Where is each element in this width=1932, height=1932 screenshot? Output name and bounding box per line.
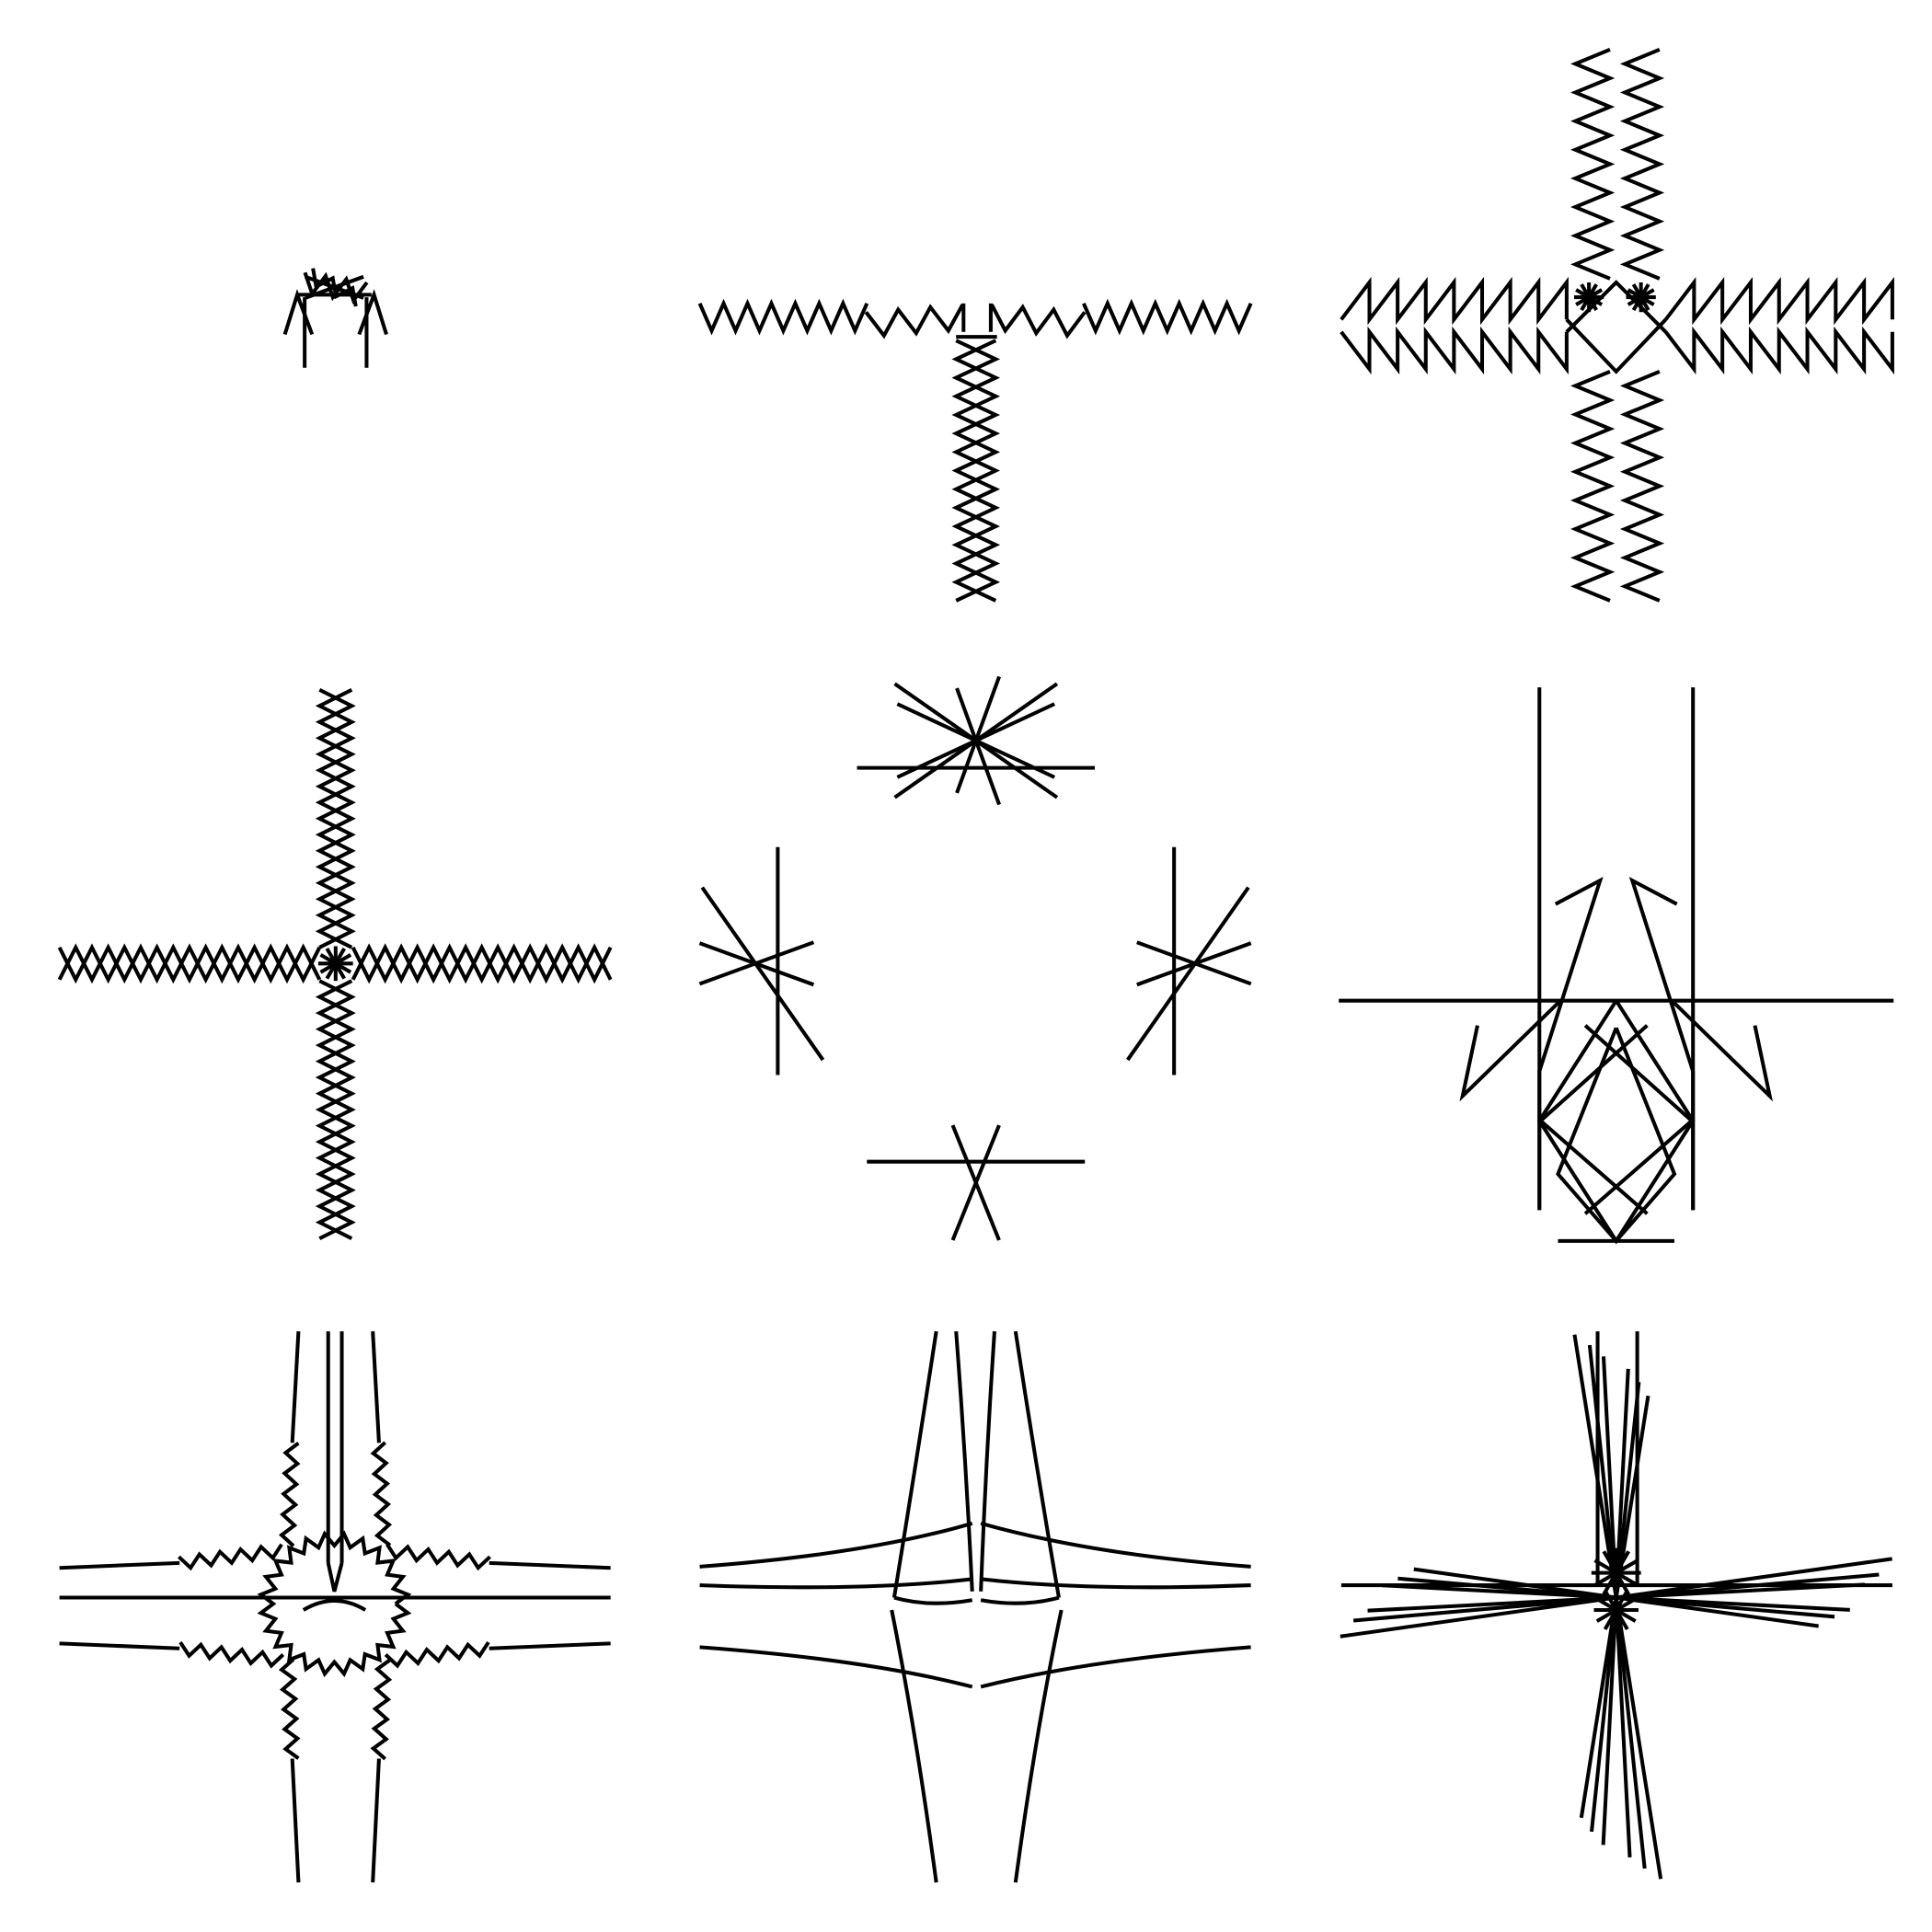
spike [1579,1597,1618,1819]
jagged-ring [257,1530,412,1678]
zigzag [697,298,869,336]
stroke [357,289,388,336]
sawtooth [1663,276,1894,326]
zigzag [178,1640,285,1669]
spike [1397,1576,1616,1600]
stroke [1565,317,1668,374]
curve [891,1330,938,1598]
spike [1616,1595,1819,1628]
star-ray [1575,288,1604,306]
zigzag [990,304,1087,339]
sawtooth [1340,326,1569,375]
stroke [59,1641,180,1650]
star-ray [305,274,364,300]
spike [1614,1368,1630,1598]
curve [1013,1330,1061,1598]
star-ray [950,1124,1001,1241]
stroke [290,1331,301,1443]
curve [699,1645,973,1689]
zigzag [370,1441,393,1547]
stroke [1537,877,1604,1211]
zigzag [864,304,965,339]
zigzag [278,1441,301,1547]
spike [1614,1597,1632,1857]
zigzag [57,943,322,984]
spike [1572,1334,1618,1598]
curve [980,1577,1251,1590]
stroke [1459,999,1562,1102]
star-ray [700,886,825,1062]
stroke [326,1562,344,1593]
sawtooth [1340,276,1569,326]
stroke [371,1331,381,1443]
star-ray [955,687,1001,806]
star-ray [896,702,1056,779]
sawtooth [1663,326,1894,375]
spike [1614,1382,1641,1598]
stroke [489,1641,611,1650]
star-ray [1627,288,1655,306]
star-ray [955,675,1001,794]
stroke [489,1560,611,1570]
spike [1340,1595,1617,1639]
zigzag [57,943,322,984]
stroke [1565,280,1668,334]
spike [1587,1344,1618,1598]
zigzag [315,688,356,949]
curve [954,1330,974,1592]
star-ray [1126,886,1250,1062]
spike [1589,1597,1618,1833]
stroke [1583,1024,1695,1215]
curve [1013,1609,1064,1883]
star-ray [1593,1558,1639,1587]
spike [1601,1356,1618,1598]
stroke [1537,1024,1649,1215]
zigzag [315,979,356,1240]
zigzag [951,339,1001,603]
zigzag [370,1658,393,1761]
stroke [1670,999,1773,1102]
zigzag [951,339,1001,603]
sawtooth [1619,369,1665,603]
curve [979,1330,996,1592]
zigzag [315,979,356,1240]
spike [1614,1597,1663,1880]
curve [980,1521,1251,1569]
curve [699,1577,972,1590]
zigzag [351,943,613,984]
zigzag [384,1640,490,1669]
curve [699,1521,973,1569]
spike [1601,1597,1618,1846]
curve [890,1609,938,1883]
star-ray [1595,1597,1637,1623]
zigzag [178,1543,283,1571]
stroke [290,1758,301,1883]
sawtooth [1570,369,1616,603]
curve [893,1595,973,1605]
zigzag [351,943,613,984]
spike [1616,1557,1892,1600]
curve [980,1645,1251,1689]
spike [1616,1595,1835,1619]
stroke [1628,877,1696,1211]
sawtooth [1619,47,1665,281]
spike [1413,1567,1617,1600]
curve [302,1599,367,1612]
spike [1616,1582,1866,1600]
spike [1367,1595,1616,1613]
stroke [371,1758,381,1883]
spike [1614,1597,1647,1869]
zigzag [385,1543,491,1571]
sawtooth [1570,47,1616,281]
zigzag [1082,298,1253,336]
stroke [1556,1027,1677,1244]
zigzag [315,688,356,949]
zigzag [278,1657,301,1760]
curve [980,1595,1060,1605]
star-ray [319,953,352,974]
stroke [59,1560,180,1570]
